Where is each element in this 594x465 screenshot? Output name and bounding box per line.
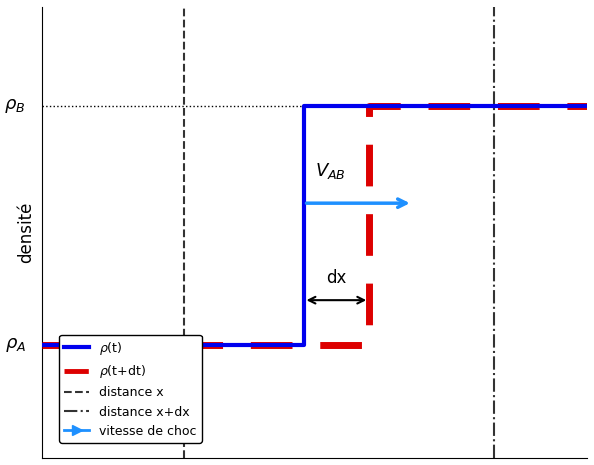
Y-axis label: densité: densité <box>17 202 35 263</box>
Text: $\rho_B$: $\rho_B$ <box>4 97 26 115</box>
Text: $V_{AB}$: $V_{AB}$ <box>315 160 345 180</box>
Legend: $\rho$(t), $\rho$(t+dt), distance x, distance x+dx, vitesse de choc: $\rho$(t), $\rho$(t+dt), distance x, dis… <box>59 335 202 443</box>
Text: $\rho_A$: $\rho_A$ <box>5 336 26 354</box>
Text: dx: dx <box>326 269 346 286</box>
